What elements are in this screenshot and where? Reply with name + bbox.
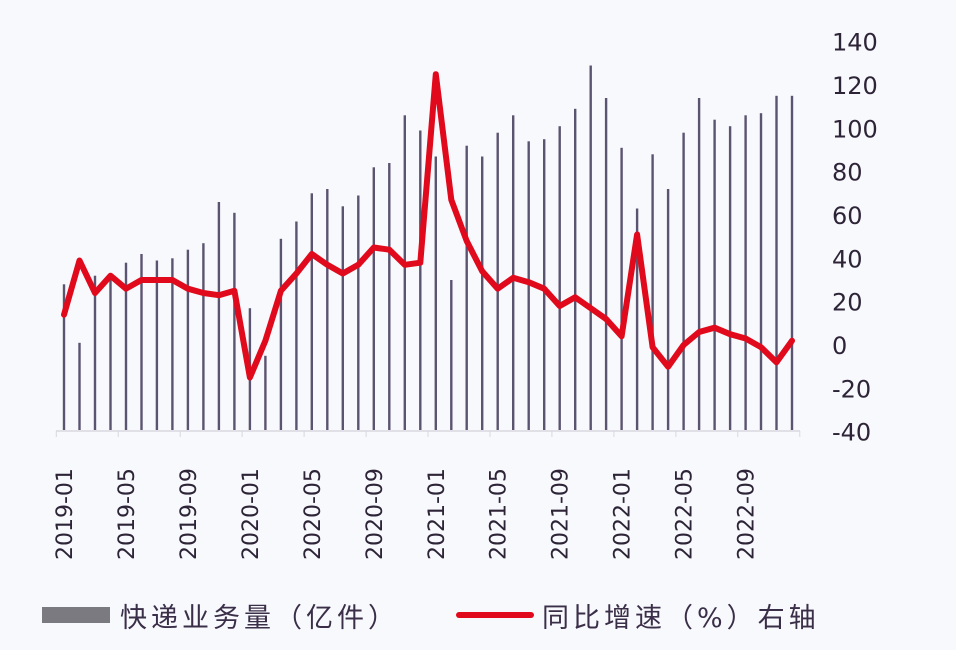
volume-bar [217,202,221,430]
volume-bar [341,206,344,430]
volume-bar [62,284,66,430]
y-tick-label: 100 [832,115,878,143]
volume-bar [264,355,267,430]
bar-legend-label: 快递业务量（亿件） [120,602,399,634]
growth-rate-line [61,71,795,381]
volume-bar [450,280,453,430]
volume-bar [496,132,499,430]
volume-bar [155,260,159,430]
volume-bar [372,167,375,431]
volume-bar [419,130,422,430]
volume-bar [434,156,437,430]
volume-bar [527,141,530,431]
x-tick-label: 2022-05 [673,468,698,560]
x-axis-labels: 2019-01 2019-05 2019-09 2020-01 2020-05 2020-… [53,468,760,560]
x-tick-label: 2019-09 [177,468,202,560]
volume-bar [589,65,592,430]
y-tick-label: -20 [832,375,871,403]
volume-bar [620,147,623,431]
x-tick-label: 2022-09 [735,468,760,560]
volume-bar [78,342,81,430]
y-tick-label: 20 [832,289,863,317]
y-tick-label: -40 [832,419,871,447]
volume-bar [326,189,329,430]
y-tick-label: 40 [832,245,863,273]
volume-bar [403,115,406,431]
volume-bar [202,243,205,430]
volume-bar [775,95,778,431]
x-axis-ticks [55,431,801,437]
y-tick-label: 60 [832,202,863,230]
bar-legend-swatch [42,607,110,623]
volume-bar [109,273,112,430]
x-tick-label: 2020-05 [301,468,326,560]
volume-bar [512,115,515,431]
volume-bar [310,193,313,430]
volume-bar [124,262,128,430]
volume-bar [635,208,639,430]
volume-bar [604,98,608,430]
legend-bar-item: 快递业务量（亿件） [42,595,399,635]
x-tick-label: 2021-05 [487,468,512,560]
x-tick-label: 2021-01 [425,468,450,560]
x-tick-label: 2020-09 [363,468,388,560]
volume-bar [682,132,685,430]
volume-bar [713,119,716,430]
legend-line-item: 同比增速（%）右轴 [456,595,820,635]
x-tick-label: 2021-09 [549,468,574,560]
volume-bar [140,254,143,430]
volume-bar [543,139,546,430]
volume-bar [728,126,732,430]
volume-bar [465,145,468,430]
x-tick-label: 2020-01 [239,468,264,560]
line-legend-swatch [456,612,534,618]
x-tick-label: 2022-01 [611,468,636,560]
volume-bar [558,126,561,430]
volume-bar [388,163,391,430]
y-tick-label: 80 [832,159,863,187]
volume-bar [759,113,763,430]
right-y-axis: 140 120 100 80 60 40 20 0 -20 -40 [832,29,878,447]
x-tick-label: 2019-01 [53,468,78,560]
volume-bar [357,195,360,430]
y-tick-label: 120 [832,72,878,100]
volume-bars [62,65,794,431]
volume-bar [790,95,794,431]
y-tick-label: 0 [832,332,847,360]
x-tick-label: 2019-05 [115,468,140,560]
volume-bar [697,98,701,430]
volume-bar [744,115,747,431]
volume-bar [186,249,190,430]
volume-bar [651,154,654,431]
volume-bar [666,189,670,430]
volume-bar [171,258,174,430]
volume-bar [233,212,236,430]
volume-bar [279,238,283,430]
y-tick-label: 140 [832,29,878,57]
line-legend-label: 同比增速（%）右轴 [542,602,820,634]
volume-bar [295,221,298,430]
volume-bar [93,275,97,430]
volume-bar [574,108,577,431]
volume-bar [481,156,484,430]
